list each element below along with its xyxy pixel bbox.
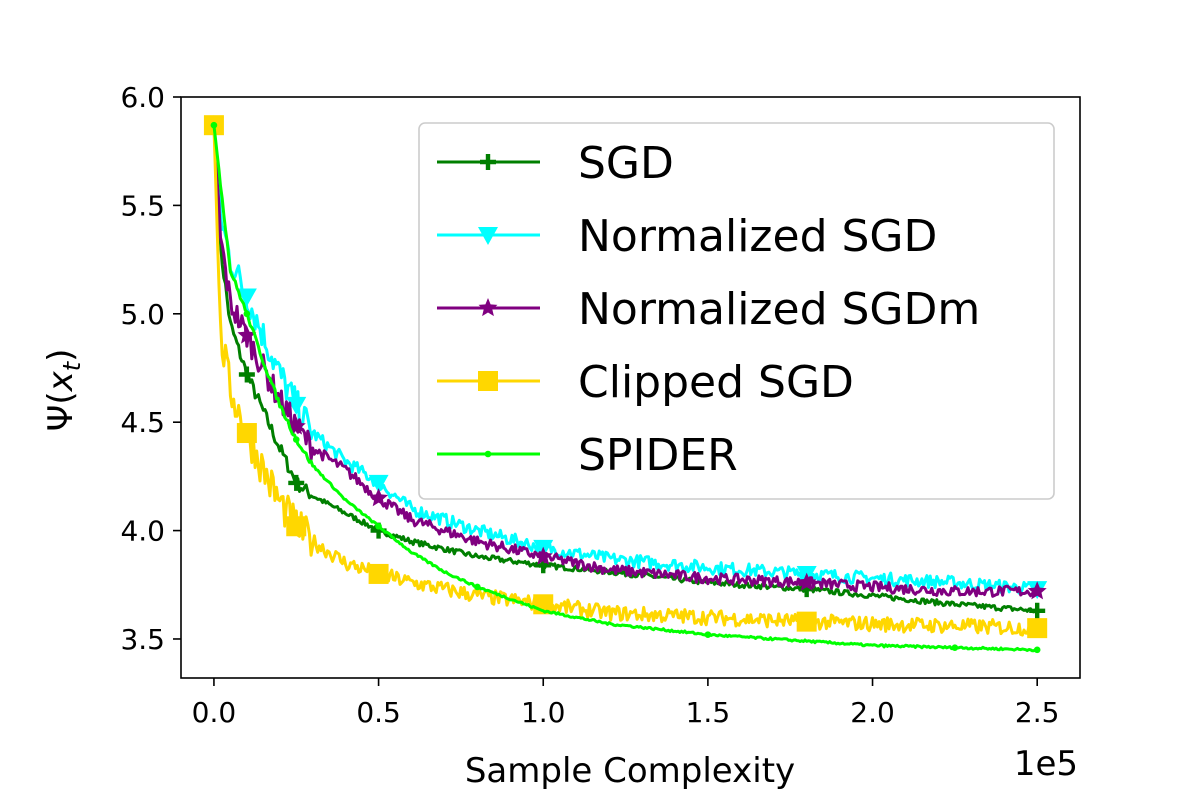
legend-item: SGD bbox=[437, 138, 674, 189]
marker-dot bbox=[210, 121, 218, 129]
y-tick-label: 4.0 bbox=[120, 515, 165, 548]
marker-plus bbox=[1029, 602, 1046, 619]
marker-triangle-down bbox=[286, 396, 307, 415]
marker-dot bbox=[474, 583, 481, 591]
y-tick-label: 5.5 bbox=[120, 189, 165, 222]
y-axis-label: Ψ(xt) bbox=[41, 349, 86, 432]
marker-triangle-down bbox=[478, 227, 498, 245]
legend-label: SPIDER bbox=[578, 430, 738, 481]
marker-dot bbox=[292, 436, 300, 443]
legend-label: Clipped SGD bbox=[578, 357, 854, 408]
marker-star bbox=[797, 572, 817, 591]
legend: SGD Normalized SGD Normalized SGDm Clipped … bbox=[418, 122, 1055, 500]
legend-item: Normalized SGDm bbox=[437, 284, 980, 335]
marker-plus bbox=[480, 154, 496, 170]
marker-star bbox=[1027, 581, 1047, 600]
marker-triangle-down bbox=[368, 474, 389, 493]
svg-text:Ψ(xt): Ψ(xt) bbox=[41, 349, 86, 432]
series-line bbox=[212, 125, 1039, 598]
x-axis-label: Sample Complexity bbox=[465, 751, 795, 791]
legend-item: SPIDER bbox=[437, 430, 738, 481]
marker-dot bbox=[243, 310, 251, 318]
marker-dot bbox=[704, 631, 712, 638]
marker-plus bbox=[535, 557, 552, 574]
y-tick-label: 6.0 bbox=[120, 81, 165, 114]
y-tick-label: 4.5 bbox=[120, 406, 165, 439]
x-tick-label: 0.0 bbox=[192, 696, 237, 729]
axis-ticks: 0.0 0.5 1.0 1.5 2.0 2.5 3.5 4.0 4.5 5.0 5.5 6.0 bbox=[120, 81, 1059, 729]
legend-item: Normalized SGD bbox=[437, 211, 937, 262]
legend-label: Normalized SGD bbox=[578, 211, 937, 262]
marker-dot bbox=[375, 522, 382, 530]
marker-star bbox=[478, 298, 498, 317]
series-line bbox=[212, 125, 1038, 595]
marker-plus bbox=[288, 474, 305, 491]
marker-star bbox=[286, 416, 306, 435]
marker-star bbox=[533, 546, 553, 565]
series-line bbox=[212, 125, 1038, 653]
marker-triangle-down bbox=[236, 288, 257, 307]
series-layer bbox=[203, 115, 1048, 654]
legend-item: Clipped SGD bbox=[437, 357, 854, 408]
marker-dot bbox=[1033, 646, 1041, 654]
marker-square bbox=[796, 611, 817, 632]
x-tick-label: 1.0 bbox=[521, 696, 566, 729]
marker-square bbox=[478, 371, 498, 391]
marker-dot bbox=[484, 450, 492, 458]
series-line bbox=[212, 125, 1038, 614]
legend-label: SGD bbox=[578, 138, 674, 189]
marker-square bbox=[286, 516, 307, 537]
marker-star bbox=[369, 488, 389, 507]
legend-box bbox=[418, 122, 1055, 500]
x-tick-label: 1.5 bbox=[686, 696, 731, 729]
x-tick-label: 0.5 bbox=[356, 696, 401, 729]
marker-plus bbox=[238, 366, 255, 383]
series-spider bbox=[210, 121, 1041, 654]
legend-label: Normalized SGDm bbox=[578, 284, 980, 335]
marker-dot bbox=[951, 644, 959, 651]
marker-star bbox=[237, 325, 257, 344]
marker-plus bbox=[370, 522, 387, 539]
series-line bbox=[212, 125, 1039, 637]
x-offset-label: 1e5 bbox=[1014, 744, 1078, 784]
marker-square bbox=[1027, 618, 1048, 639]
marker-square bbox=[368, 563, 389, 584]
x-tick-label: 2.0 bbox=[850, 696, 895, 729]
x-tick-label: 2.5 bbox=[1015, 696, 1060, 729]
y-tick-label: 3.5 bbox=[120, 623, 165, 656]
marker-square bbox=[236, 423, 257, 444]
y-tick-label: 5.0 bbox=[120, 298, 165, 331]
plot-frame bbox=[180, 96, 1081, 679]
marker-plus bbox=[798, 581, 815, 598]
